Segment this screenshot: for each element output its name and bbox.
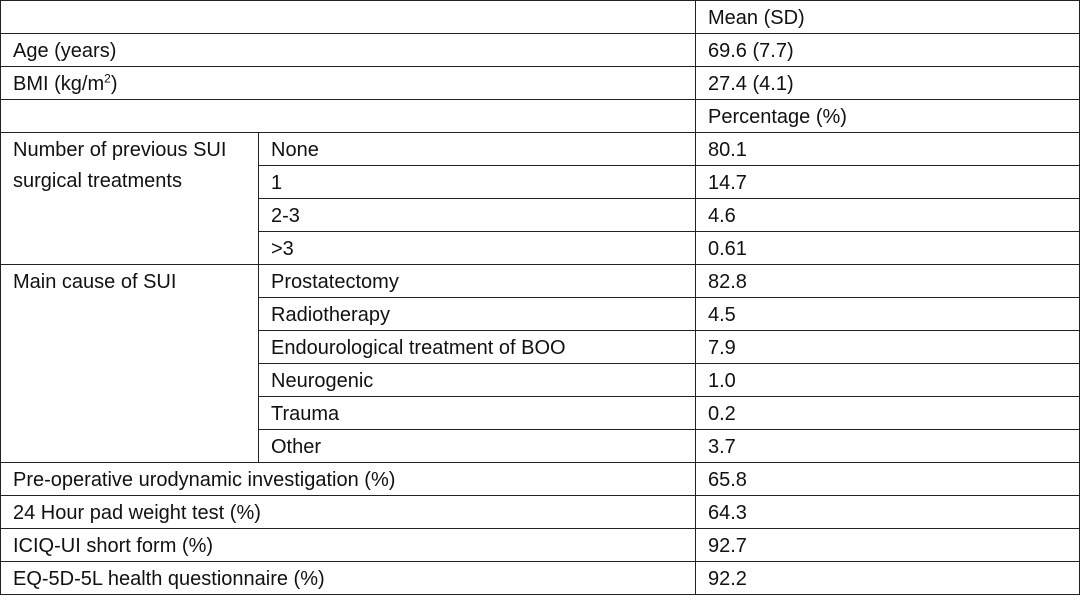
bmi-label-end: ) [110, 73, 118, 95]
header-empty-cell [0, 99, 696, 133]
group-label-main-cause: Main cause of SUI [0, 264, 259, 463]
table-row: Percentage (%) [0, 99, 1080, 133]
row-label: Age (years) [0, 33, 696, 67]
subgroup-label: 2-3 [258, 198, 696, 232]
row-value: 92.2 [695, 561, 1080, 595]
table-row: Pre-operative urodynamic investigation (… [0, 462, 1080, 496]
table-row: Mean (SD) [0, 0, 1080, 34]
subgroup-label: Neurogenic [258, 363, 696, 397]
row-value: 64.3 [695, 495, 1080, 529]
row-value: 1.0 [695, 363, 1080, 397]
subgroup-label: Endourological treatment of BOO [258, 330, 696, 364]
row-label: 24 Hour pad weight test (%) [0, 495, 696, 529]
subgroup-label: Other [258, 429, 696, 463]
table-row: ICIQ-UI short form (%) 92.7 [0, 528, 1080, 562]
row-value: 65.8 [695, 462, 1080, 496]
mean-sd-header: Mean (SD) [695, 0, 1080, 34]
subgroup-label: 1 [258, 165, 696, 199]
subgroup-label: Prostatectomy [258, 264, 696, 298]
table-row: Neurogenic 1.0 [1, 363, 1080, 397]
row-value: 0.2 [695, 396, 1080, 430]
row-value: 27.4 (4.1) [695, 66, 1080, 100]
header-empty-cell [0, 0, 696, 34]
table-row: Trauma 0.2 [1, 396, 1080, 430]
row-value: 7.9 [695, 330, 1080, 364]
group-label-previous-treatments: Number of previous SUI surgical treatmen… [0, 132, 259, 265]
table-row: Endourological treatment of BOO 7.9 [1, 330, 1080, 364]
table-row: >3 0.61 [1, 231, 1080, 265]
row-value: 69.6 (7.7) [695, 33, 1080, 67]
row-value: 4.6 [695, 198, 1080, 232]
table-row: EQ-5D-5L health questionnaire (%) 92.2 [0, 561, 1080, 595]
row-value: 14.7 [695, 165, 1080, 199]
subgroup-label: Trauma [258, 396, 696, 430]
table-row: Main cause of SUI Prostatectomy 82.8 [0, 264, 1080, 463]
row-label: ICIQ-UI short form (%) [0, 528, 696, 562]
row-label: EQ-5D-5L health questionnaire (%) [0, 561, 696, 595]
subgroup-label: >3 [258, 231, 696, 265]
row-value: 4.5 [695, 297, 1080, 331]
table-row: BMI (kg/m2) 27.4 (4.1) [0, 66, 1080, 100]
bmi-label: BMI (kg/m [13, 73, 105, 95]
table-row: Radiotherapy 4.5 [1, 297, 1080, 331]
bmi-superscript: 2 [104, 71, 111, 86]
table-row: 24 Hour pad weight test (%) 64.3 [0, 495, 1080, 529]
row-value: 80.1 [695, 132, 1080, 166]
row-label: Pre-operative urodynamic investigation (… [0, 462, 696, 496]
subgroup-label: None [258, 132, 696, 166]
table-row: Number of previous SUI surgical treatmen… [0, 132, 1080, 265]
row-value: 82.8 [695, 264, 1080, 298]
row-value: 92.7 [695, 528, 1080, 562]
table-row: Age (years) 69.6 (7.7) [0, 33, 1080, 67]
subgroup-label: Radiotherapy [258, 297, 696, 331]
row-label: BMI (kg/m2) [0, 66, 696, 100]
row-value: 0.61 [695, 231, 1080, 265]
percentage-header: Percentage (%) [695, 99, 1080, 133]
row-value: 3.7 [695, 429, 1080, 463]
